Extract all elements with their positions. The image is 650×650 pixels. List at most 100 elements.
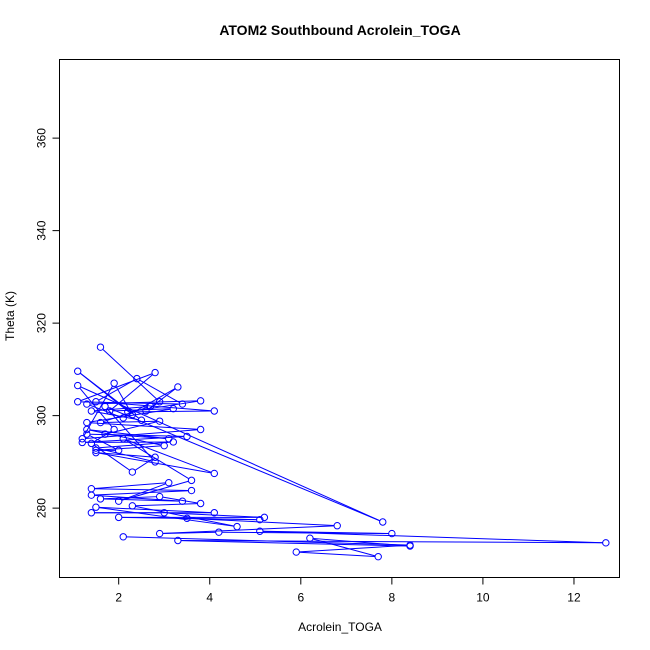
- data-point: [87, 439, 96, 448]
- series-segment: [99, 452, 152, 458]
- data-point: [183, 514, 191, 522]
- data-point: [187, 476, 196, 485]
- series-segment: [103, 496, 157, 500]
- data-point: [187, 486, 196, 495]
- y-tick-label: 340: [35, 220, 49, 240]
- series-segment: [299, 551, 376, 558]
- data-point: [178, 497, 187, 505]
- data-point: [110, 425, 118, 434]
- series-segment: [103, 420, 157, 423]
- data-point: [260, 513, 269, 522]
- series-segment: [98, 379, 135, 401]
- data-point: [155, 492, 164, 501]
- series-segment: [134, 458, 153, 471]
- data-point: [119, 414, 127, 422]
- data-point: [256, 527, 264, 535]
- series-segment: [94, 411, 139, 421]
- data-point: [196, 425, 205, 434]
- series-segment: [93, 444, 131, 471]
- data-point: [215, 528, 223, 536]
- data-point: [96, 495, 105, 503]
- data-point: [210, 509, 218, 517]
- series-segment: [107, 407, 380, 522]
- data-point: [174, 536, 182, 545]
- data-point: [74, 398, 82, 406]
- data-point: [114, 446, 123, 455]
- y-tick-label: 320: [35, 313, 49, 333]
- series-segment: [106, 408, 154, 460]
- data-point: [119, 435, 127, 443]
- data-point: [155, 529, 164, 538]
- series-segment: [139, 379, 180, 403]
- data-point: [105, 407, 114, 415]
- data-point: [210, 407, 218, 415]
- y-tick-label: 300: [35, 405, 49, 425]
- y-tick-label: 360: [35, 128, 49, 148]
- data-point: [87, 485, 96, 493]
- data-point: [137, 416, 146, 424]
- data-point: [133, 374, 141, 383]
- data-point: [374, 552, 382, 561]
- series-segment: [312, 538, 376, 557]
- x-axis: 2 4 6 8 10 12: [115, 577, 581, 605]
- chart-title: ATOM2 Southbound Acrolein_TOGA: [219, 22, 460, 38]
- data-point: [256, 515, 264, 524]
- data-point: [92, 503, 100, 511]
- x-tick-label: 8: [389, 591, 396, 605]
- x-tick-label: 2: [115, 591, 122, 605]
- series-segment: [299, 544, 407, 553]
- series-segment: [162, 496, 198, 504]
- series-segment: [99, 445, 162, 451]
- data-point: [96, 418, 105, 427]
- data-point: [128, 502, 137, 510]
- series-segment: [89, 422, 198, 430]
- data-point: [114, 513, 123, 522]
- data-point: [74, 367, 82, 375]
- data-point: [292, 548, 300, 556]
- data-point: [114, 497, 123, 505]
- y-axis: 280 300 320 340 360: [35, 128, 60, 518]
- data-point: [87, 407, 96, 415]
- data-point: [306, 534, 314, 542]
- series-segment: [162, 531, 216, 534]
- data-point: [169, 438, 178, 446]
- x-tick-label: 10: [476, 591, 490, 605]
- data-point: [155, 417, 164, 425]
- y-axis-label: Theta (K): [3, 291, 17, 341]
- data-point: [96, 343, 105, 351]
- series-segment: [135, 503, 198, 507]
- data-point: [174, 383, 182, 391]
- data-point: [74, 381, 82, 390]
- data-point: [128, 468, 137, 476]
- data-point: [233, 522, 241, 531]
- data-point: [151, 453, 159, 461]
- data-point: [196, 499, 205, 508]
- series-segment: [181, 540, 407, 547]
- data-point: [83, 425, 91, 434]
- x-tick-label: 4: [206, 591, 213, 605]
- data-point: [101, 430, 109, 438]
- data-point: [78, 435, 86, 443]
- data-point: [92, 446, 100, 455]
- series-segment: [108, 421, 157, 434]
- data-point: [379, 518, 387, 526]
- series-segment: [94, 488, 189, 491]
- data-point: [160, 441, 168, 450]
- data-point: [83, 400, 91, 408]
- data-point: [151, 368, 159, 377]
- data-point: [196, 397, 205, 405]
- data-point: [151, 458, 159, 466]
- data-point: [83, 430, 91, 438]
- series-segment: [99, 441, 171, 449]
- data-point: [87, 509, 96, 517]
- data-point: [160, 509, 168, 517]
- series-segment: [94, 494, 180, 502]
- series-segment: [102, 348, 158, 400]
- series-segment: [89, 408, 171, 423]
- data-point: [406, 541, 414, 549]
- series-segment: [167, 512, 262, 518]
- data-point: [83, 418, 91, 427]
- series-segment: [112, 408, 171, 412]
- data-point: [128, 411, 137, 419]
